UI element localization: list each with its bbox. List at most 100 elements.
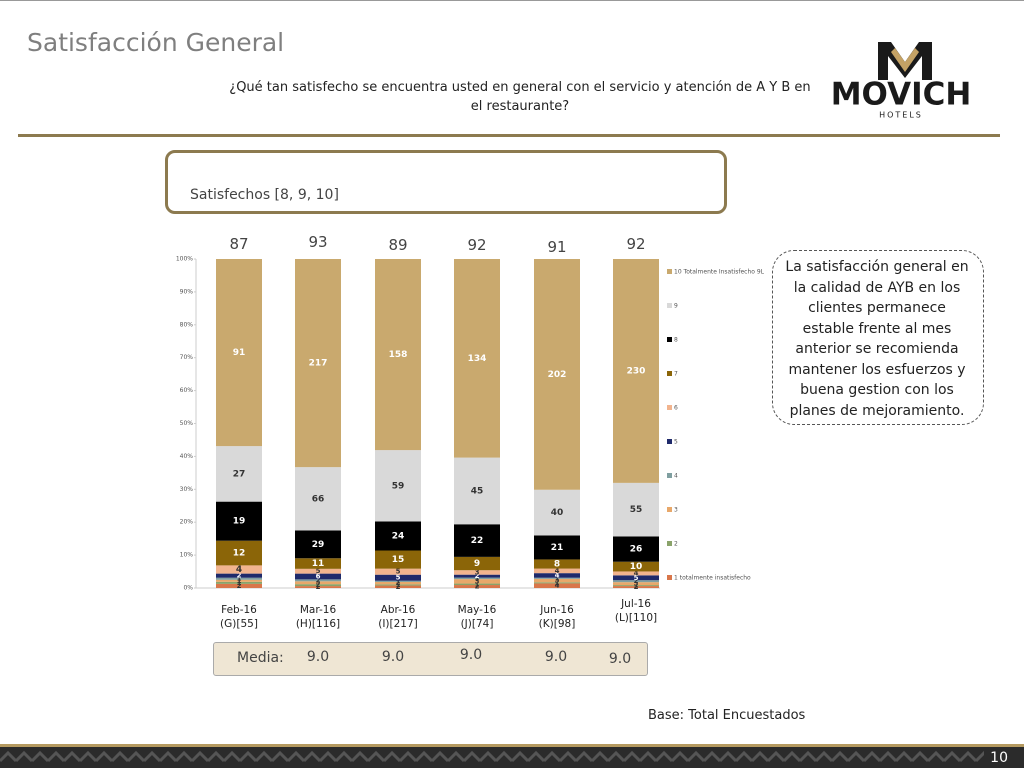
legend-swatch bbox=[667, 439, 672, 444]
legend-swatch bbox=[667, 337, 672, 342]
bar-segment bbox=[216, 581, 262, 584]
y-tick-label: 0% bbox=[183, 585, 193, 592]
bar-segment bbox=[454, 579, 500, 584]
bar-segment bbox=[534, 489, 580, 536]
y-tick-label: 90% bbox=[180, 288, 194, 295]
y-tick-label: 50% bbox=[180, 420, 194, 427]
logo-accent bbox=[891, 48, 919, 72]
bar-segment bbox=[216, 579, 262, 582]
bar-segment bbox=[534, 573, 580, 578]
bar-segment bbox=[613, 259, 659, 483]
x-tick-label: Feb-16 (G)[55] bbox=[220, 604, 258, 630]
bar-segment bbox=[295, 568, 341, 574]
media-box bbox=[213, 642, 648, 676]
data-label: 1 bbox=[237, 579, 242, 587]
bar-segment bbox=[534, 577, 580, 579]
data-label: 8 bbox=[554, 560, 560, 570]
bar-segment bbox=[613, 580, 659, 583]
data-label: 5 bbox=[634, 574, 639, 582]
y-tick-label: 70% bbox=[180, 354, 194, 361]
y-tick-label: 30% bbox=[180, 486, 194, 493]
y-tick-label: 40% bbox=[180, 453, 194, 460]
legend-swatch bbox=[667, 371, 672, 376]
legend-label: 7 bbox=[674, 371, 678, 378]
data-label: 1 bbox=[475, 574, 480, 582]
bar-segment bbox=[534, 568, 580, 574]
bar-segment bbox=[295, 584, 341, 587]
data-label: 3 bbox=[634, 580, 639, 588]
x-tick-label: Jun-16 (K)[98] bbox=[538, 604, 576, 630]
data-label: 3 bbox=[555, 577, 560, 585]
data-label: 202 bbox=[548, 370, 567, 380]
bar-segment bbox=[613, 482, 659, 537]
y-tick-label: 20% bbox=[180, 519, 194, 526]
bar-segment bbox=[375, 568, 421, 575]
data-label: 26 bbox=[630, 545, 643, 555]
bar-segment bbox=[375, 259, 421, 451]
question: ¿Qué tan satisfecho se encuentra usted e… bbox=[229, 80, 811, 114]
bar-segment bbox=[454, 524, 500, 557]
header-rule bbox=[18, 134, 1000, 137]
bar-segment bbox=[216, 573, 262, 578]
data-label: 2 bbox=[396, 579, 401, 587]
legend-label: 10 Totalmente Insatisfecho 9L bbox=[674, 269, 765, 276]
bar-segment bbox=[295, 581, 341, 585]
bar-segment bbox=[613, 586, 659, 588]
data-label: 230 bbox=[627, 366, 646, 376]
bar-segment bbox=[534, 535, 580, 560]
data-label: 5 bbox=[396, 568, 401, 576]
bar-segment bbox=[454, 259, 500, 458]
bar-segment bbox=[375, 521, 421, 551]
bar-segment bbox=[295, 259, 341, 468]
data-label: 2 bbox=[396, 583, 401, 591]
bar-segment bbox=[295, 530, 341, 559]
media-value: 9.0 bbox=[544, 649, 568, 665]
data-label: 22 bbox=[471, 536, 484, 546]
satisfied-label: Satisfechos [8, 9, 10] bbox=[190, 187, 339, 203]
bar-segment bbox=[216, 540, 262, 566]
data-label: 4 bbox=[555, 571, 560, 579]
logo-name: MOVICH bbox=[831, 77, 972, 113]
data-label: 27 bbox=[233, 469, 246, 479]
data-label: 2 bbox=[475, 572, 480, 580]
data-label: 4 bbox=[236, 565, 242, 575]
bar-segment bbox=[613, 585, 659, 587]
x-tick-label: Abr-16 (I)[217] bbox=[378, 604, 418, 630]
bar-segment bbox=[295, 467, 341, 531]
note: La satisfacción general en la calidad de… bbox=[785, 259, 969, 419]
media-value: 9.0 bbox=[306, 649, 330, 665]
data-label: 9 bbox=[474, 559, 480, 569]
bar-segment bbox=[375, 574, 421, 581]
data-label: 134 bbox=[468, 354, 487, 364]
data-label: 4 bbox=[555, 567, 560, 575]
bar-segment bbox=[613, 571, 659, 576]
data-label: 2 bbox=[316, 581, 321, 589]
x-tick-label: Mar-16 (H)[116] bbox=[295, 604, 341, 630]
bar-segment bbox=[454, 574, 500, 578]
bar-segment bbox=[454, 583, 500, 586]
page-bg bbox=[984, 747, 1024, 768]
bar-segment bbox=[454, 556, 500, 571]
base-note: Base: Total Encuestados bbox=[648, 708, 806, 723]
legend-swatch bbox=[667, 473, 672, 478]
legend-swatch bbox=[667, 405, 672, 410]
bar-segment bbox=[216, 259, 262, 447]
bar-segment bbox=[613, 575, 659, 581]
bar-segment bbox=[454, 577, 500, 580]
legend-swatch bbox=[667, 303, 672, 308]
bar-segment bbox=[613, 536, 659, 562]
data-label: 40 bbox=[551, 508, 564, 518]
data-label: 1 bbox=[237, 577, 242, 585]
satisfied-box bbox=[165, 150, 727, 214]
legend-label: 4 bbox=[674, 473, 678, 480]
legend-swatch bbox=[667, 541, 672, 546]
bar-segment bbox=[613, 561, 659, 572]
satisfied-value: 92 bbox=[626, 235, 646, 253]
bar-segment bbox=[216, 565, 262, 574]
bar-segment bbox=[534, 559, 580, 569]
data-label: 4 bbox=[555, 582, 560, 590]
data-label: 24 bbox=[392, 531, 405, 541]
data-label: 1 bbox=[396, 581, 401, 589]
bar-segment bbox=[375, 584, 421, 586]
